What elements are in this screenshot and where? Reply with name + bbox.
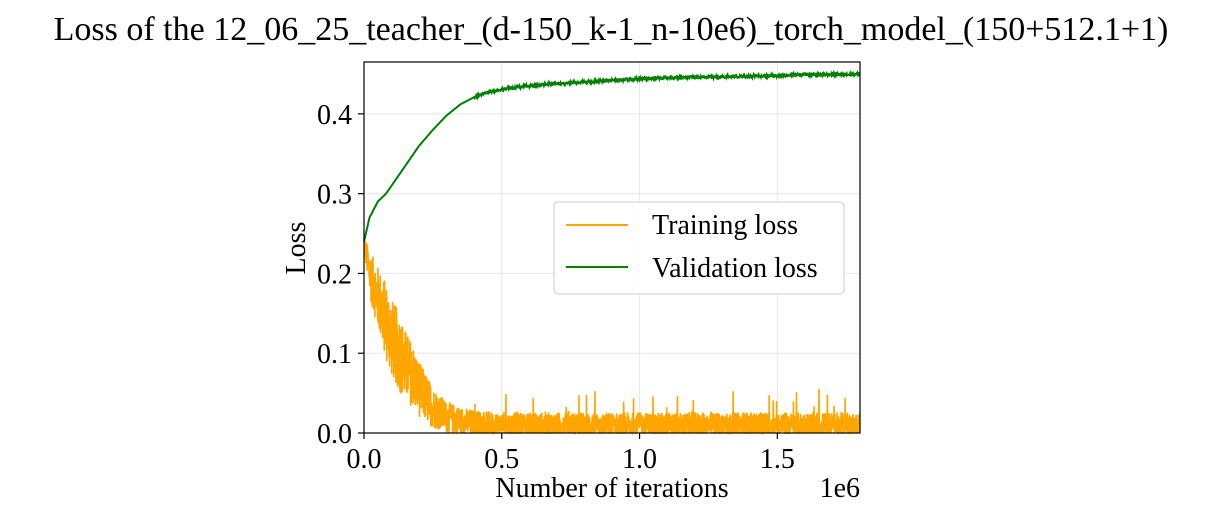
- training-loss-line: [363, 238, 861, 436]
- y-tick-label: 0.4: [317, 100, 352, 131]
- x-offset-label: 1e6: [820, 473, 860, 504]
- x-tick-label: 1.0: [622, 444, 657, 475]
- legend-label-training: Training loss: [652, 210, 798, 241]
- chart-title: Loss of the 12_06_25_teacher_(d-150_k-1_…: [54, 11, 1169, 48]
- validation-loss-line: [363, 69, 861, 242]
- x-axis-label: Number of iterations: [495, 473, 728, 504]
- y-tick-label: 0.1: [317, 339, 352, 370]
- x-tick-label: 0.5: [484, 444, 519, 475]
- y-tick-label: 0.2: [317, 259, 352, 290]
- y-tick-label: 0.3: [317, 180, 352, 211]
- y-axis-label: Loss: [281, 222, 312, 275]
- legend: Training loss Validation loss: [553, 201, 845, 295]
- axis-ticks: 0.0 0.5 1.0 1.5 0.0 0.1 0.2 0.3 0.4: [317, 100, 795, 475]
- series-lines: [363, 69, 861, 436]
- x-tick-label: 1.5: [760, 444, 795, 475]
- y-tick-label: 0.0: [317, 419, 352, 450]
- plot-frame: [363, 61, 861, 434]
- x-tick-label: 0.0: [347, 444, 382, 475]
- legend-label-validation: Validation loss: [652, 253, 818, 284]
